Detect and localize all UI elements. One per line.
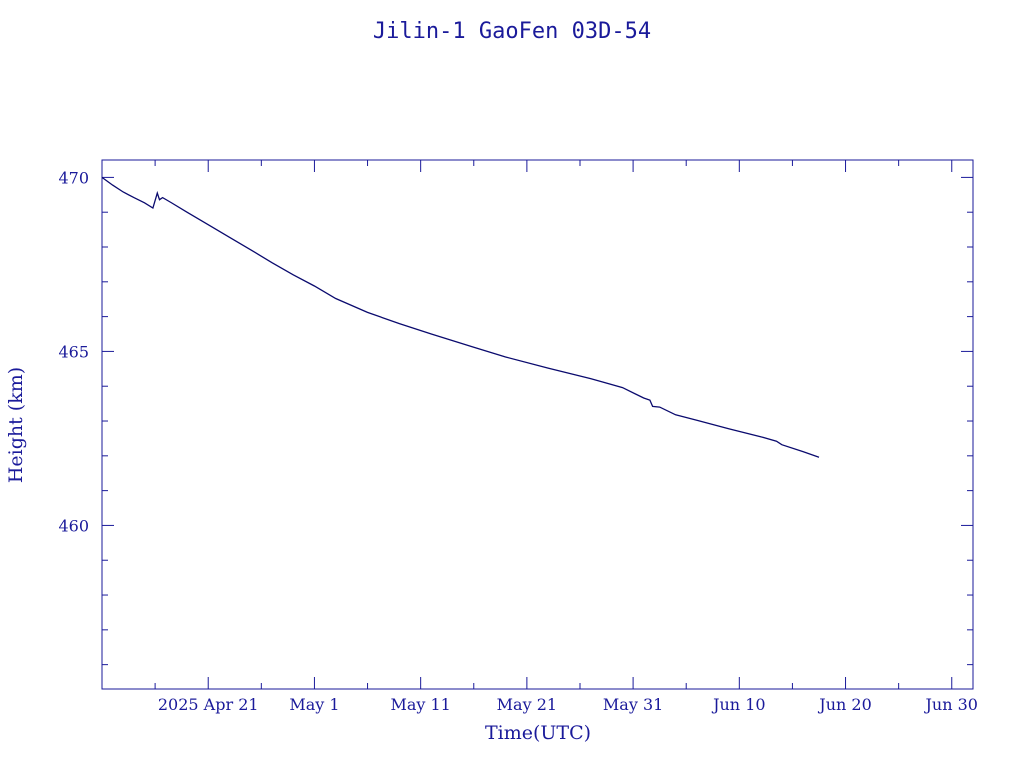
x-tick-label-1: May 1 — [289, 695, 339, 714]
y-axis-ticks — [102, 176, 973, 666]
x-tick-label-5: Jun 10 — [711, 695, 765, 714]
x-tick-label-4: May 31 — [603, 695, 663, 714]
plot-frame — [101, 159, 974, 690]
x-axis-tick-labels: 2025 Apr 21 May 1 May 11 May 21 May 31 Jun 10… — [158, 695, 978, 714]
x-tick-label-6: Jun 20 — [817, 695, 871, 714]
height-series-line — [101, 176, 820, 458]
y-tick-label-0: 460 — [58, 516, 89, 535]
y-axis-tick-labels: 460 465 470 — [58, 168, 89, 535]
x-tick-label-2: May 11 — [390, 695, 450, 714]
y-tick-label-1: 465 — [58, 342, 89, 361]
x-axis-label: Time(UTC) — [485, 722, 591, 744]
y-axis-label: Height (km) — [5, 367, 27, 483]
y-tick-label-2: 470 — [58, 168, 89, 187]
x-tick-label-0: 2025 Apr 21 — [158, 695, 259, 714]
x-tick-label-7: Jun 30 — [924, 695, 978, 714]
x-axis-ticks — [154, 160, 953, 689]
chart-title: Jilin-1 GaoFen 03D-54 — [373, 19, 651, 44]
x-tick-label-3: May 21 — [497, 695, 557, 714]
